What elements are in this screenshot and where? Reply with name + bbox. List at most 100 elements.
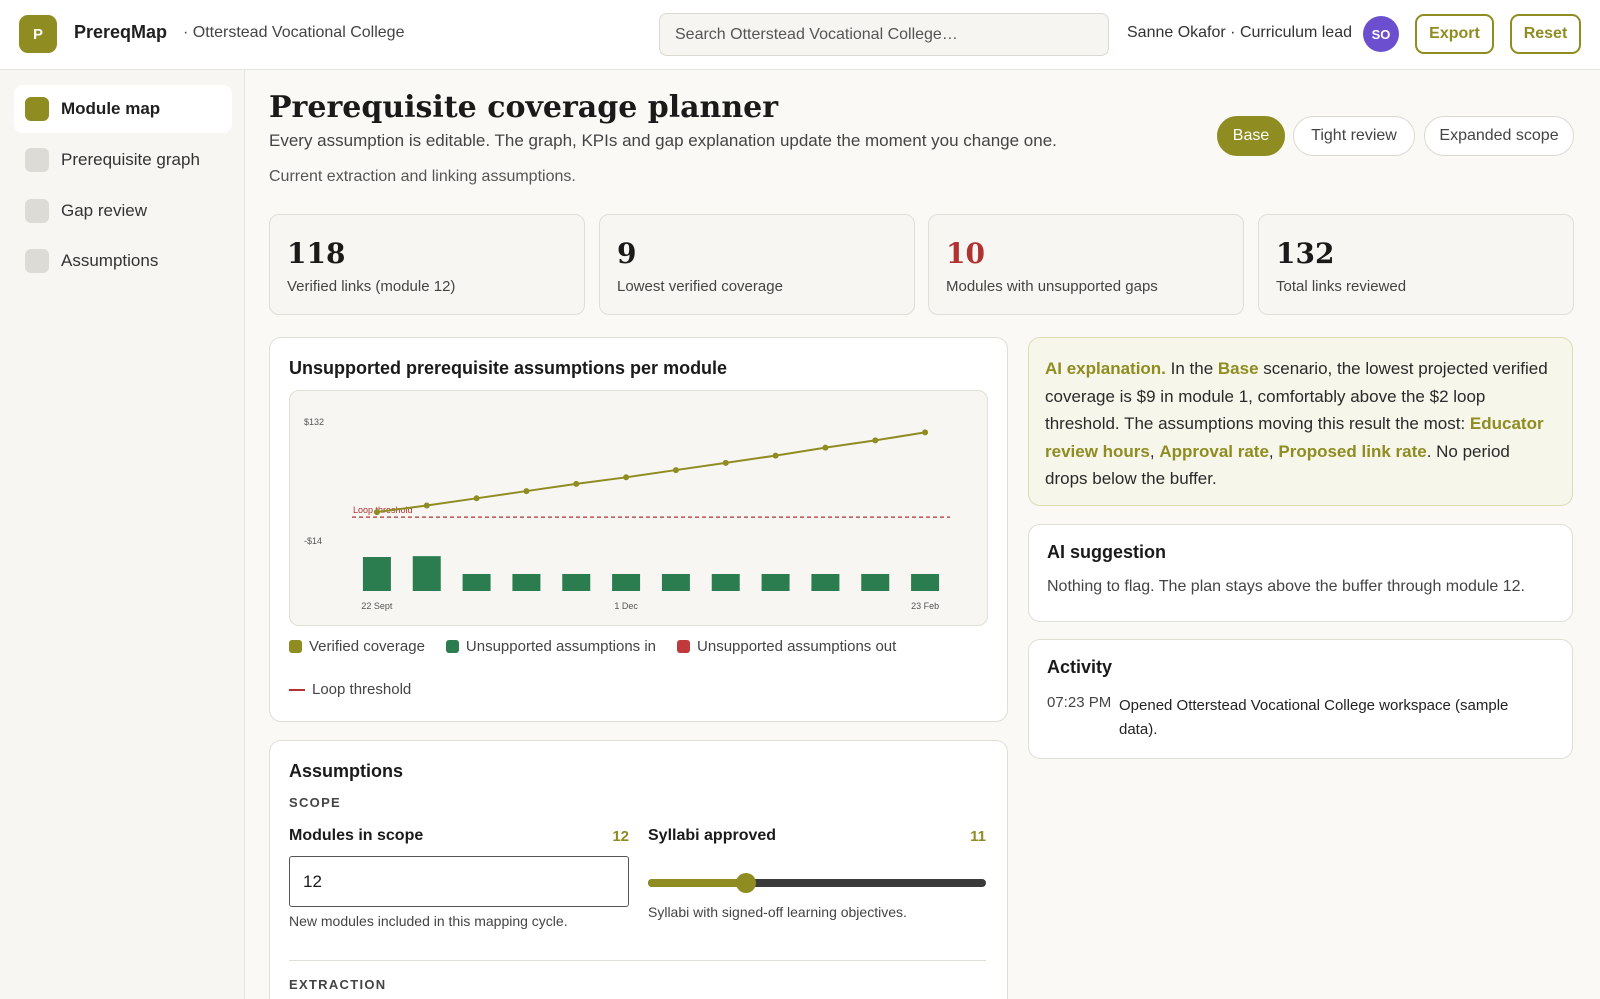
sidebar-item-prerequisite-graph[interactable]: Prerequisite graph: [14, 136, 232, 184]
legend-line-icon: [289, 688, 305, 691]
bar-unsupported-assumptions-in: [512, 574, 541, 591]
scope-section-label: SCOPE: [289, 795, 342, 810]
legend-label: Unsupported assumptions in: [465, 638, 657, 655]
ai-driver-link[interactable]: Educator review hours: [1045, 414, 1544, 461]
kpi-card-total-links: 132 Total links reviewed: [1258, 214, 1574, 315]
reset-button[interactable]: Reset: [1510, 14, 1581, 54]
app-logo[interactable]: P: [19, 15, 57, 53]
sidebar-item-gap-review[interactable]: Gap review: [14, 187, 232, 235]
chart-frame: $132 -$14 Loop threshold 22 Sept 1 Dec 23 Feb: [289, 390, 988, 626]
sidebar-item-label: Gap review: [61, 201, 147, 220]
ai-scenario-name: Base: [1217, 359, 1259, 378]
point-verified-coverage: [772, 452, 779, 459]
point-verified-coverage: [722, 459, 729, 466]
bar-unsupported-assumptions-in: [562, 574, 591, 591]
assumptions-card: Assumptions SCOPE Modules in scope 12 Ne…: [269, 740, 1008, 999]
assumptions-title: Assumptions: [289, 761, 404, 781]
bar-unsupported-assumptions-in: [412, 556, 441, 591]
legend-label: Unsupported assumptions out: [697, 638, 897, 655]
section-divider: [289, 960, 986, 961]
sidebar-item-module-map[interactable]: Module map: [14, 85, 232, 133]
point-verified-coverage: [473, 495, 480, 502]
legend-item-verified-coverage[interactable]: Verified coverage: [289, 638, 425, 655]
point-verified-coverage: [373, 509, 380, 516]
bar-unsupported-assumptions-in: [362, 557, 391, 591]
ai-text: . No period drops below the buffer.: [1045, 441, 1510, 489]
kpi-value: 10: [946, 237, 985, 270]
kpi-value: 9: [617, 237, 637, 270]
point-verified-coverage: [623, 474, 630, 481]
legend-swatch-icon: [677, 640, 691, 653]
extraction-section-label: EXTRACTION: [289, 977, 387, 992]
ai-text: In the: [1165, 359, 1218, 378]
scenario-tight-review-button[interactable]: Tight review: [1293, 116, 1415, 156]
bar-unsupported-assumptions-in: [462, 574, 491, 591]
export-button[interactable]: Export: [1415, 14, 1494, 54]
modules-in-scope-input[interactable]: [289, 856, 629, 907]
org-name: · Otterstead Vocational College: [183, 24, 405, 41]
kpi-card-lowest-coverage: 9 Lowest verified coverage: [599, 214, 915, 315]
activity-text: Opened Otterstead Vocational College wor…: [1119, 697, 1509, 738]
page-subtitle: Every assumption is editable. The graph,…: [269, 131, 1057, 150]
point-verified-coverage: [922, 429, 929, 436]
search-input[interactable]: [659, 13, 1109, 56]
legend-item-loop-threshold[interactable]: Loop threshold: [289, 681, 411, 698]
gap-review-icon: [25, 199, 49, 223]
scenario-base-button[interactable]: Base: [1217, 116, 1285, 156]
legend-item-unsupported-in[interactable]: Unsupported assumptions in: [445, 638, 657, 655]
page-title: Prerequisite coverage planner: [269, 90, 779, 125]
assumptions-icon: [25, 249, 49, 273]
x-tick-label: 23 Feb: [911, 601, 939, 611]
page-description: Current extraction and linking assumptio…: [269, 168, 576, 185]
ai-suggestion-body: Nothing to flag. The plan stays above th…: [1047, 578, 1525, 595]
kpi-label: Lowest verified coverage: [617, 278, 783, 295]
kpi-label: Total links reviewed: [1276, 278, 1407, 295]
chart-card: Unsupported prerequisite assumptions per…: [269, 337, 1008, 722]
user-name: Sanne Okafor · Curriculum lead: [1127, 24, 1352, 41]
module-map-icon: [25, 97, 49, 121]
ai-suggestion-card: AI suggestion Nothing to flag. The plan …: [1028, 524, 1573, 622]
kpi-value: 132: [1276, 237, 1335, 270]
bar-unsupported-assumptions-in: [612, 574, 641, 591]
sidebar: Module map Prerequisite graph Gap review…: [0, 70, 245, 999]
slider-thumb[interactable]: [736, 873, 757, 893]
syllabi-approved-value: 11: [970, 828, 986, 845]
bar-unsupported-assumptions-in: [811, 574, 840, 591]
modules-in-scope-label: Modules in scope: [289, 827, 424, 844]
sidebar-item-label: Assumptions: [61, 251, 159, 270]
scenario-expanded-scope-button[interactable]: Expanded scope: [1424, 116, 1574, 156]
chart-legend-threshold: Loop threshold: [289, 681, 432, 698]
ai-driver-link[interactable]: Approval rate: [1159, 441, 1269, 461]
point-verified-coverage: [523, 488, 530, 495]
bar-unsupported-assumptions-in: [761, 574, 790, 591]
bar-unsupported-assumptions-in: [861, 574, 890, 591]
activity-title: Activity: [1047, 657, 1113, 677]
kpi-label: Modules with unsupported gaps: [946, 278, 1158, 295]
legend-swatch-icon: [445, 640, 459, 653]
bar-unsupported-assumptions-in: [661, 574, 690, 591]
activity-card: Activity 07:23 PM Opened Otterstead Voca…: [1028, 639, 1573, 759]
point-verified-coverage: [672, 467, 679, 474]
chart-title: Unsupported prerequisite assumptions per…: [289, 358, 728, 378]
legend-swatch-icon: [289, 640, 302, 653]
legend-item-unsupported-out[interactable]: Unsupported assumptions out: [677, 638, 896, 655]
sidebar-item-label: Prerequisite graph: [61, 150, 200, 169]
ai-suggestion-title: AI suggestion: [1047, 542, 1167, 562]
threshold-label: Loop threshold: [353, 505, 413, 515]
kpi-card-unsupported-gaps: 10 Modules with unsupported gaps: [928, 214, 1244, 315]
syllabi-approved-slider[interactable]: [648, 873, 986, 893]
bar-unsupported-assumptions-in: [911, 574, 940, 591]
ai-driver-link[interactable]: Proposed link rate: [1278, 441, 1427, 461]
syllabi-approved-label: Syllabi approved: [648, 827, 777, 844]
sidebar-item-label: Module map: [61, 99, 161, 118]
ai-explanation-lead: AI explanation.: [1045, 359, 1166, 378]
legend-label: Loop threshold: [312, 681, 412, 698]
app-name: PrereqMap: [74, 22, 168, 42]
ai-text: ,: [1268, 441, 1279, 461]
sidebar-item-assumptions[interactable]: Assumptions: [14, 237, 232, 285]
chart-legend: Verified coverage Unsupported assumption…: [289, 638, 917, 655]
avatar[interactable]: SO: [1363, 16, 1399, 52]
ai-text: ,: [1149, 441, 1160, 461]
chart-svg: $132 -$14 Loop threshold 22 Sept 1 Dec 23 Feb: [304, 417, 950, 611]
x-tick-label: 22 Sept: [361, 601, 393, 611]
